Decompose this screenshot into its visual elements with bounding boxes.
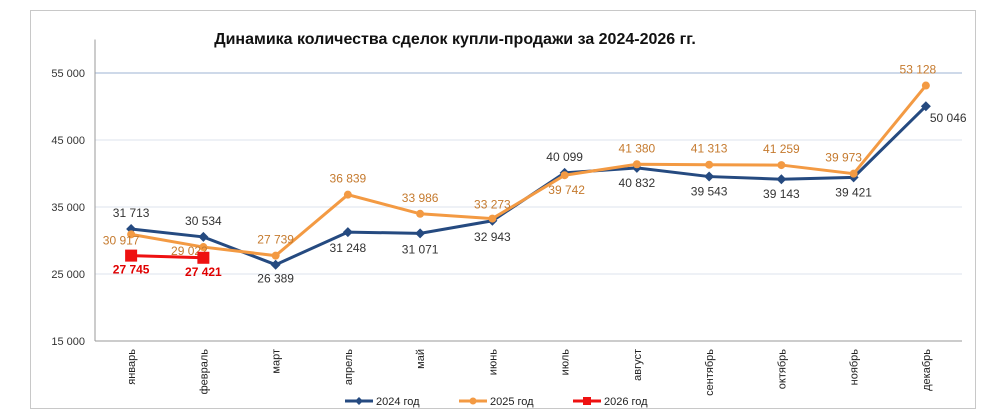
legend-label: 2024 год [376, 396, 420, 408]
data-label: 39 742 [548, 183, 585, 197]
x-tick-label: сентябрь [704, 349, 716, 396]
data-point [920, 101, 931, 112]
data-point [343, 190, 352, 199]
x-tick-label: март [271, 349, 283, 374]
data-point [776, 174, 787, 185]
data-point [127, 230, 136, 239]
data-point [777, 161, 786, 170]
data-label: 31 248 [330, 241, 367, 255]
x-tick-label: январь [126, 349, 138, 385]
data-label: 41 380 [619, 141, 656, 155]
data-point [199, 243, 208, 252]
data-point [705, 160, 714, 169]
x-tick-label: февраль [198, 349, 210, 395]
data-label: 31 071 [402, 242, 439, 256]
legend-marker-circle-icon [469, 397, 477, 405]
data-label: 39 973 [825, 151, 862, 165]
data-point [415, 228, 426, 239]
data-point [849, 169, 858, 178]
x-tick-label: декабрь [921, 349, 933, 391]
data-point [270, 259, 281, 270]
x-tick-label: июнь [487, 349, 499, 375]
data-label: 33 273 [474, 198, 511, 212]
x-tick-label: май [415, 349, 427, 369]
data-label: 36 839 [330, 172, 367, 186]
data-label: 39 421 [835, 185, 872, 199]
chart-title: Динамика количества сделок купли-продажи… [214, 31, 696, 48]
data-label: 27 421 [185, 265, 222, 279]
legend-label: 2026 год [604, 396, 648, 408]
y-tick-label: 45 000 [51, 135, 85, 147]
data-label: 32 943 [474, 230, 511, 244]
data-point [704, 171, 715, 182]
data-point [125, 249, 138, 262]
chart-frame [30, 10, 976, 409]
data-label: 50 046 [930, 111, 967, 125]
data-label: 39 143 [763, 187, 800, 201]
x-tick-label: август [632, 349, 644, 381]
legend-marker-square-icon [583, 397, 591, 405]
series-line-2026 год [131, 254, 204, 260]
y-tick-label: 15 000 [51, 336, 85, 348]
data-label: 30 534 [185, 214, 222, 228]
data-label: 39 543 [691, 185, 728, 199]
data-label: 33 986 [402, 191, 439, 205]
data-label: 41 259 [763, 142, 800, 156]
data-label: 30 917 [103, 233, 140, 247]
data-label: 27 739 [257, 233, 294, 247]
data-point [560, 171, 569, 180]
data-point [342, 227, 353, 238]
data-point [921, 81, 930, 90]
data-label: 41 313 [691, 142, 728, 156]
data-point [488, 214, 497, 223]
data-point [632, 160, 641, 169]
x-tick-label: ноябрь [849, 349, 861, 386]
data-label: 26 389 [257, 272, 294, 286]
y-tick-label: 35 000 [51, 202, 85, 214]
x-tick-label: июль [560, 349, 572, 376]
y-tick-label: 25 000 [51, 269, 85, 281]
legend-label: 2025 год [490, 396, 534, 408]
legend-marker-diamond-icon [355, 397, 363, 405]
data-label: 40 832 [619, 176, 656, 190]
data-point [197, 251, 210, 264]
data-label: 31 713 [113, 206, 150, 220]
data-point [416, 209, 425, 218]
data-label: 53 128 [900, 63, 937, 77]
data-label: 40 099 [546, 150, 583, 164]
data-label: 27 745 [113, 263, 150, 277]
x-tick-label: октябрь [776, 349, 788, 389]
series-line-2025 год [130, 84, 928, 258]
data-point [271, 251, 280, 260]
y-tick-label: 55 000 [51, 68, 85, 80]
data-point [198, 231, 209, 242]
x-tick-label: апрель [343, 349, 355, 385]
series-line-2024 год [130, 105, 927, 267]
